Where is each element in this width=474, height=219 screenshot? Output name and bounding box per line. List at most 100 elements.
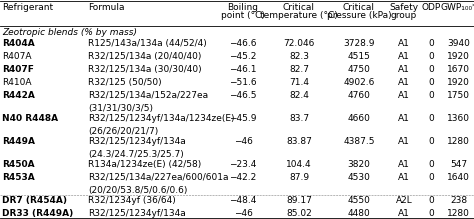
Text: 1280: 1280 xyxy=(447,137,470,146)
Text: −45.9: −45.9 xyxy=(229,114,257,123)
Text: N40 R448A: N40 R448A xyxy=(2,114,58,123)
Text: R32/125/134a (20/40/40): R32/125/134a (20/40/40) xyxy=(88,52,201,61)
Text: R32/1234yf (36/64): R32/1234yf (36/64) xyxy=(88,196,176,205)
Text: R32/125/134a/227ea/600/601a: R32/125/134a/227ea/600/601a xyxy=(88,173,228,182)
Text: 1280: 1280 xyxy=(447,209,470,218)
Text: 0: 0 xyxy=(428,173,434,182)
Text: R453A: R453A xyxy=(2,173,35,182)
Text: A1: A1 xyxy=(398,91,410,100)
Text: −42.2: −42.2 xyxy=(229,173,256,182)
Text: 71.4: 71.4 xyxy=(289,78,309,87)
Text: 0: 0 xyxy=(428,65,434,74)
Text: R32/125/1234yf/134a: R32/125/1234yf/134a xyxy=(88,209,186,218)
Text: Critical: Critical xyxy=(283,3,315,12)
Text: R32/125/1234yf/134a/1234ze(E): R32/125/1234yf/134a/1234ze(E) xyxy=(88,114,235,123)
Text: 4660: 4660 xyxy=(347,114,371,123)
Text: −23.4: −23.4 xyxy=(229,160,257,169)
Text: 4530: 4530 xyxy=(347,173,371,182)
Text: 0: 0 xyxy=(428,196,434,205)
Text: 87.9: 87.9 xyxy=(289,173,309,182)
Text: −51.6: −51.6 xyxy=(229,78,257,87)
Text: 0: 0 xyxy=(428,160,434,169)
Text: 547: 547 xyxy=(450,160,467,169)
Text: 1670: 1670 xyxy=(447,65,470,74)
Text: Formula: Formula xyxy=(88,3,125,12)
Text: Boiling: Boiling xyxy=(228,3,258,12)
Text: A1: A1 xyxy=(398,114,410,123)
Text: 1920: 1920 xyxy=(447,52,470,61)
Text: −48.4: −48.4 xyxy=(229,196,257,205)
Text: R125/143a/134a (44/52/4): R125/143a/134a (44/52/4) xyxy=(88,39,207,48)
Text: 4550: 4550 xyxy=(347,196,371,205)
Text: R404A: R404A xyxy=(2,39,35,48)
Text: A1: A1 xyxy=(398,39,410,48)
Text: −46: −46 xyxy=(234,209,253,218)
Text: R32/125/134a/152a/227ea: R32/125/134a/152a/227ea xyxy=(88,91,208,100)
Text: 4480: 4480 xyxy=(347,209,370,218)
Text: DR33 (R449A): DR33 (R449A) xyxy=(2,209,73,218)
Text: Critical: Critical xyxy=(343,3,375,12)
Text: A1: A1 xyxy=(398,173,410,182)
Text: Safety: Safety xyxy=(390,3,419,12)
Text: ODP: ODP xyxy=(422,3,441,12)
Text: R407F: R407F xyxy=(2,65,34,74)
Text: 4760: 4760 xyxy=(347,91,371,100)
Text: −46: −46 xyxy=(234,137,253,146)
Text: 89.17: 89.17 xyxy=(286,196,312,205)
Text: 82.4: 82.4 xyxy=(289,91,309,100)
Text: 83.87: 83.87 xyxy=(286,137,312,146)
Text: A1: A1 xyxy=(398,52,410,61)
Text: (20/20/53.8/5/0.6/0.6): (20/20/53.8/5/0.6/0.6) xyxy=(88,186,187,195)
Text: A1: A1 xyxy=(398,137,410,146)
Text: point (°C): point (°C) xyxy=(221,11,265,20)
Text: 4902.6: 4902.6 xyxy=(343,78,374,87)
Text: −45.2: −45.2 xyxy=(229,52,257,61)
Text: 3940: 3940 xyxy=(447,39,470,48)
Text: 82.3: 82.3 xyxy=(289,52,309,61)
Text: 1640: 1640 xyxy=(447,173,470,182)
Text: A1: A1 xyxy=(398,160,410,169)
Text: (31/31/30/3/5): (31/31/30/3/5) xyxy=(88,104,153,113)
Text: −46.6: −46.6 xyxy=(229,39,257,48)
Text: GWP₁₀₀*: GWP₁₀₀* xyxy=(440,3,474,12)
Text: (26/26/20/21/7): (26/26/20/21/7) xyxy=(88,127,158,136)
Text: A2L: A2L xyxy=(396,196,412,205)
Text: pressure (kPa): pressure (kPa) xyxy=(327,11,392,20)
Text: 0: 0 xyxy=(428,39,434,48)
Text: A1: A1 xyxy=(398,209,410,218)
Text: R442A: R442A xyxy=(2,91,35,100)
Text: 238: 238 xyxy=(450,196,467,205)
Text: 1750: 1750 xyxy=(447,91,470,100)
Text: 104.4: 104.4 xyxy=(286,160,312,169)
Text: R134a/1234ze(E) (42/58): R134a/1234ze(E) (42/58) xyxy=(88,160,201,169)
Text: 4515: 4515 xyxy=(347,52,371,61)
Text: 0: 0 xyxy=(428,52,434,61)
Text: R449A: R449A xyxy=(2,137,35,146)
Text: 83.7: 83.7 xyxy=(289,114,309,123)
Text: group: group xyxy=(391,11,417,20)
Text: R32/125/134a (30/30/40): R32/125/134a (30/30/40) xyxy=(88,65,201,74)
Text: 4387.5: 4387.5 xyxy=(343,137,375,146)
Text: DR7 (R454A): DR7 (R454A) xyxy=(2,196,67,205)
Text: 3820: 3820 xyxy=(347,160,371,169)
Text: 4750: 4750 xyxy=(347,65,371,74)
Text: R32/125 (50/50): R32/125 (50/50) xyxy=(88,78,162,87)
Text: Zeotropic blends (% by mass): Zeotropic blends (% by mass) xyxy=(2,28,137,37)
Text: 0: 0 xyxy=(428,91,434,100)
Text: 3728.9: 3728.9 xyxy=(343,39,375,48)
Text: 1920: 1920 xyxy=(447,78,470,87)
Text: 0: 0 xyxy=(428,114,434,123)
Text: 72.046: 72.046 xyxy=(283,39,315,48)
Text: temperature (°C): temperature (°C) xyxy=(260,11,338,20)
Text: R450A: R450A xyxy=(2,160,35,169)
Text: A1: A1 xyxy=(398,65,410,74)
Text: 0: 0 xyxy=(428,209,434,218)
Text: −46.5: −46.5 xyxy=(229,91,257,100)
Text: R407A: R407A xyxy=(2,52,31,61)
Text: Refrigerant: Refrigerant xyxy=(2,3,53,12)
Text: 82.7: 82.7 xyxy=(289,65,309,74)
Text: (24.3/24.7/25.3/25.7): (24.3/24.7/25.3/25.7) xyxy=(88,150,184,159)
Text: R410A: R410A xyxy=(2,78,31,87)
Text: −46.1: −46.1 xyxy=(229,65,257,74)
Text: A1: A1 xyxy=(398,78,410,87)
